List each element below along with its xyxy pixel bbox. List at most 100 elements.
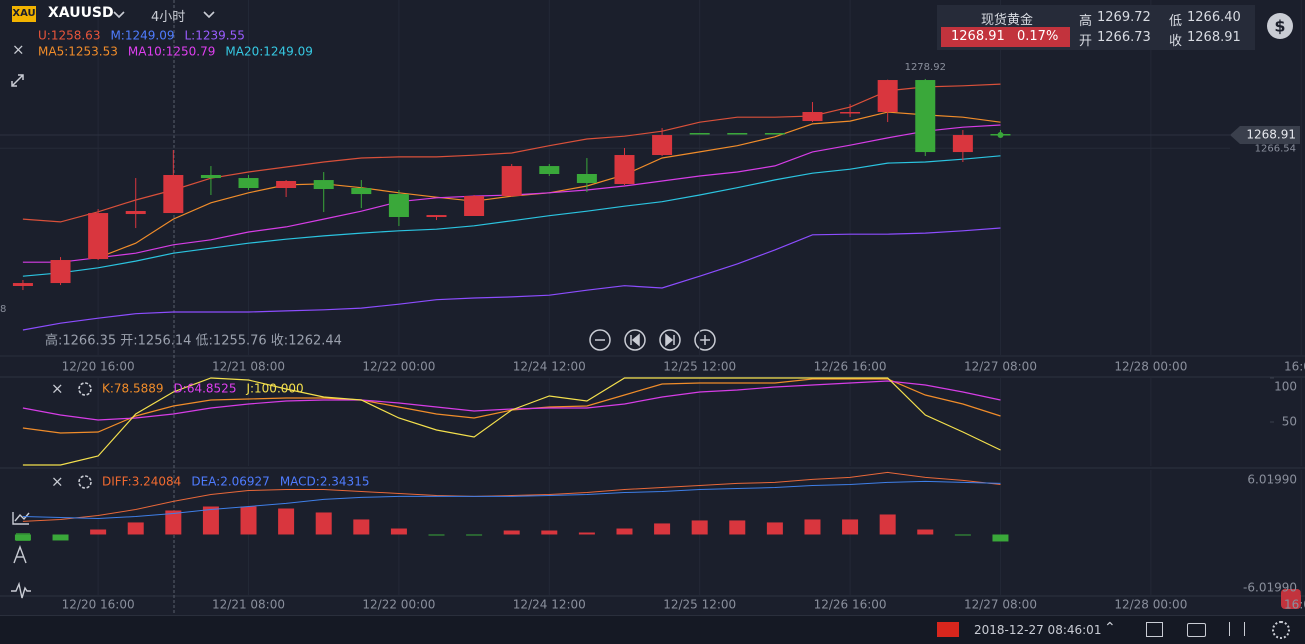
x-tick-label: 12/20 16:00 — [62, 360, 135, 374]
x-tick-label: 12/28 00:00 — [1114, 598, 1187, 612]
go-end[interactable] — [659, 329, 681, 351]
window-icon[interactable] — [1146, 622, 1163, 637]
macd-bar — [654, 523, 671, 535]
indicator-tool[interactable] — [12, 512, 30, 525]
quote-price-box: 1268.91 0.17% — [941, 27, 1070, 47]
settings-icon[interactable] — [1272, 621, 1290, 639]
zoom-in[interactable] — [694, 329, 716, 351]
legend-entry: J:100.000 — [245, 382, 303, 396]
macd-bar — [804, 519, 821, 535]
legend-entry: MA10:1250.79 — [128, 45, 216, 59]
candle-body — [464, 196, 485, 217]
series-line — [22, 227, 1001, 331]
legend-entry: MA5:1253.53 — [38, 45, 118, 59]
svg-text:×: × — [51, 380, 64, 398]
draw-tool[interactable] — [13, 545, 27, 564]
quote-open: 1266.73 — [1097, 30, 1151, 45]
quote-low: 1266.40 — [1187, 10, 1241, 25]
macd-bar — [766, 522, 783, 535]
expand-icon[interactable] — [11, 74, 24, 87]
symbol-dropdown[interactable] — [113, 11, 125, 19]
macd-bar — [992, 534, 1009, 542]
candle-body — [388, 194, 409, 218]
x-tick-label: 16:00 — [1284, 360, 1305, 374]
quote-low-label: 低 — [1169, 14, 1183, 29]
legend-entry: U:1258.63 — [38, 29, 100, 43]
quote-open-label: 开 — [1079, 34, 1093, 49]
candle-body — [764, 133, 785, 135]
expand-up[interactable]: ⌃ — [1104, 620, 1116, 636]
close-macd[interactable]: × — [51, 473, 64, 491]
legend-entry: MACD:2.34315 — [280, 475, 370, 489]
quote-panel: 现货黄金 1268.91 0.17% 高 1269.72 低 1266.40 开… — [937, 5, 1255, 50]
interval[interactable]: 4小时 — [151, 10, 186, 25]
x-tick-label: 12/20 16:00 — [62, 598, 135, 612]
svg-text:×: × — [51, 473, 64, 491]
legend-entry: D:64.8525 — [174, 382, 237, 396]
x-tick-label: 12/25 12:00 — [663, 360, 736, 374]
x-tick-label: 12/27 08:00 — [964, 360, 1037, 374]
series-line — [22, 83, 1001, 223]
svg-text:$: $ — [1274, 17, 1285, 36]
series-line — [22, 380, 1001, 421]
wave-tool[interactable] — [11, 581, 31, 599]
legend-entry: DIFF:3.24084 — [102, 475, 181, 489]
x-tick-label: 16:00 — [1284, 598, 1305, 612]
series-line — [22, 155, 1001, 277]
macd-bar — [90, 529, 107, 535]
candle-body — [351, 188, 372, 195]
nav-buttons — [589, 329, 716, 351]
screenshot-icon[interactable] — [1187, 623, 1206, 637]
legend-entry: MA20:1249.09 — [225, 45, 313, 59]
flag — [937, 622, 959, 637]
price-tag-label: 1268.91 — [1246, 128, 1296, 142]
x-tick-label: 12/27 08:00 — [964, 598, 1037, 612]
alert-button[interactable] — [1281, 589, 1301, 609]
macd-bar — [578, 532, 595, 535]
quote-high-label: 高 — [1079, 14, 1093, 29]
candle-body — [877, 80, 898, 113]
zoom-out[interactable] — [589, 329, 611, 351]
settings-kdj[interactable] — [78, 382, 92, 396]
macd-bar — [879, 514, 896, 535]
last-point — [997, 132, 1004, 139]
symbol[interactable]: XAUUSD — [48, 5, 114, 21]
macd-bar — [127, 522, 144, 535]
x-tick-label: 12/24 12:00 — [513, 360, 586, 374]
candle-body — [689, 133, 710, 135]
macd-bar — [691, 520, 708, 535]
candle-body — [576, 173, 597, 184]
macd-bar — [466, 534, 483, 536]
go-start[interactable] — [624, 329, 646, 351]
macd-bar — [202, 506, 219, 535]
interval-dropdown[interactable] — [203, 11, 215, 19]
candle-body — [163, 175, 184, 214]
close-kdj[interactable]: × — [51, 380, 64, 398]
quote-close: 1268.91 — [1187, 30, 1241, 45]
candle-body — [125, 211, 146, 215]
legend-entry: M:1249.09 — [110, 29, 174, 43]
legend-entry: DEA:2.06927 — [191, 475, 270, 489]
series-line — [22, 480, 1001, 520]
x-tick-label: 12/26 16:00 — [814, 360, 887, 374]
macd-bar — [917, 529, 934, 535]
macd-bar — [428, 534, 445, 536]
legend-entry: K:78.5889 — [102, 382, 164, 396]
x-tick-label: 12/24 12:00 — [513, 598, 586, 612]
settings-macd[interactable] — [78, 475, 92, 489]
candle-body — [88, 213, 109, 260]
macd-bar — [954, 534, 971, 536]
close-main[interactable]: × — [12, 41, 25, 59]
y-tick-label: 100 — [1274, 380, 1297, 394]
candle-body — [313, 180, 334, 190]
macd-bar — [353, 519, 370, 535]
candle-body — [12, 283, 33, 287]
x-tick-label: 12/21 08:00 — [212, 598, 285, 612]
candle-body — [952, 135, 973, 153]
sound-icon[interactable] — [1229, 622, 1245, 636]
candle-body — [238, 178, 259, 189]
x-tick-label: 12/21 08:00 — [212, 360, 285, 374]
dollar-button[interactable]: $ — [1267, 13, 1293, 39]
series-line — [22, 471, 1001, 522]
